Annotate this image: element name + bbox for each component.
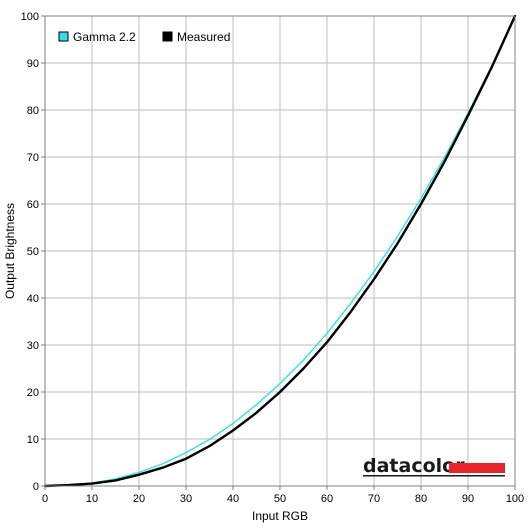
x-tick-label: 60	[321, 493, 333, 505]
x-tick-label: 80	[415, 493, 427, 505]
y-tick-label: 30	[27, 340, 39, 352]
legend-swatch-measured	[162, 31, 173, 42]
legend-label-measured: Measured	[177, 30, 230, 44]
legend: Gamma 2.2 Measured	[58, 30, 230, 44]
y-tick-label: 70	[27, 152, 39, 164]
y-tick-label: 50	[27, 246, 39, 258]
y-tick-label: 0	[33, 481, 39, 493]
x-tick-label: 70	[368, 493, 380, 505]
x-tick-label: 0	[42, 493, 48, 505]
series-line-gamma	[44, 15, 516, 487]
x-tick-label: 50	[274, 493, 286, 505]
x-tick-label: 100	[506, 493, 524, 505]
datacolor-logo: datacolor	[363, 455, 505, 477]
y-axis-label: Output Brightness	[3, 203, 17, 299]
y-tick-label: 80	[27, 105, 39, 117]
y-tick-label: 40	[27, 293, 39, 305]
legend-swatch-gamma	[58, 31, 69, 42]
tick-labels: 0 10 20 30 40 50 60 70 80 90 100 0 10 20 30 40 50 60 70 80 9…	[21, 11, 525, 505]
series-lines	[43, 14, 517, 488]
y-tick-label: 90	[27, 58, 39, 70]
series-line-measured	[43, 14, 517, 488]
x-tick-label: 90	[462, 493, 474, 505]
x-tick-label: 20	[133, 493, 145, 505]
x-tick-label: 40	[227, 493, 239, 505]
x-axis-label: Input RGB	[252, 509, 308, 523]
logo-text: datacolor	[363, 455, 465, 477]
y-tick-label: 20	[27, 387, 39, 399]
logo-red-bar	[449, 463, 505, 473]
y-tick-label: 100	[21, 11, 39, 23]
y-tick-label: 10	[27, 434, 39, 446]
x-tick-label: 30	[180, 493, 192, 505]
x-tick-label: 10	[86, 493, 98, 505]
y-tick-label: 60	[27, 199, 39, 211]
legend-label-gamma: Gamma 2.2	[73, 30, 136, 44]
logo-underline	[363, 475, 505, 477]
